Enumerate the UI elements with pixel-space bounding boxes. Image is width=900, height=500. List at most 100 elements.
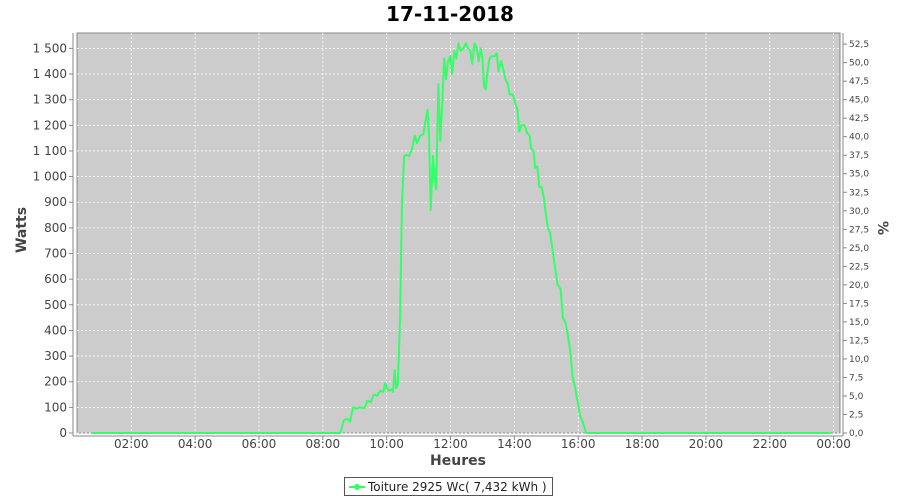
y-tick-label: 1 300 — [33, 93, 67, 107]
data-point — [571, 375, 574, 378]
data-point — [467, 47, 469, 49]
data-point — [397, 383, 399, 385]
data-point — [497, 70, 500, 73]
legend: Toiture 2925 Wc( 7,432 kWh ) — [344, 477, 553, 496]
data-point — [554, 268, 556, 270]
y-tick-label: 1 100 — [33, 144, 67, 158]
data-point — [443, 58, 445, 60]
data-point — [523, 124, 526, 126]
x-tick-label: 10:00 — [369, 437, 404, 451]
data-point — [352, 406, 354, 408]
data-point — [465, 42, 467, 44]
data-point — [562, 317, 564, 319]
legend-series-name: Toiture 2925 Wc( 7,432 kWh ) — [368, 479, 547, 494]
data-point — [547, 227, 549, 229]
y2-tick-label: 35,0 — [849, 170, 869, 180]
data-point — [194, 432, 196, 434]
y2-tick-label: 52,5 — [849, 40, 869, 50]
data-point — [585, 432, 587, 434]
y2-tick-label: 12,5 — [849, 336, 869, 346]
data-point — [574, 386, 576, 388]
tick-labels: 0 100 200 300 400 500 600 700 800 900 1 000 1 100 1 … — [33, 40, 870, 451]
data-point — [543, 196, 545, 198]
data-point — [392, 391, 394, 393]
data-point — [536, 165, 538, 167]
x-tick-label: 14:00 — [497, 437, 532, 451]
y-axis-label: Watts — [14, 207, 30, 253]
data-point — [428, 137, 430, 139]
data-point — [453, 50, 455, 52]
data-point — [425, 119, 427, 121]
data-point — [405, 154, 408, 156]
data-point — [358, 406, 361, 408]
data-point — [538, 186, 540, 188]
y-tick-label: 600 — [44, 272, 67, 286]
data-point — [395, 387, 397, 389]
y2-tick-label: 22,5 — [849, 262, 869, 272]
x-tick-label: 16:00 — [561, 437, 596, 451]
y2-tick-label: 32,5 — [849, 188, 869, 198]
y2-tick-label: 45,0 — [849, 96, 869, 106]
data-point — [408, 155, 410, 157]
data-point — [411, 147, 413, 149]
data-point — [476, 47, 478, 49]
data-point — [609, 432, 611, 434]
data-point — [516, 109, 519, 111]
chart-title: 17-11-2018 — [386, 2, 514, 26]
data-point — [504, 78, 507, 80]
data-point — [534, 167, 536, 169]
data-point — [569, 350, 571, 352]
y2-tick-label: 5,0 — [849, 392, 864, 402]
data-point — [384, 382, 386, 384]
data-point — [399, 317, 401, 319]
y2-tick-label: 10,0 — [849, 355, 869, 365]
y2-tick-label: 0,0 — [849, 429, 864, 439]
data-point — [349, 420, 351, 423]
y2-tick-label: 17,5 — [849, 299, 869, 309]
y-tick-label: 800 — [44, 221, 67, 235]
y2-tick-label: 15,0 — [849, 318, 869, 328]
data-point — [705, 432, 707, 434]
data-point — [582, 422, 584, 424]
data-point — [447, 60, 449, 62]
data-point — [426, 109, 429, 111]
data-point — [370, 401, 372, 403]
data-point — [469, 50, 471, 52]
data-point — [540, 186, 543, 188]
data-point — [567, 334, 569, 337]
data-point — [530, 147, 532, 149]
data-point — [564, 322, 567, 324]
data-point — [414, 134, 416, 137]
data-point — [549, 232, 551, 234]
data-point — [496, 52, 498, 55]
data-point — [457, 42, 460, 44]
data-point — [483, 86, 485, 88]
data-point — [394, 369, 396, 371]
y2-tick-label: 20,0 — [849, 281, 869, 291]
x-tick-label: 04:00 — [178, 437, 213, 451]
y-tick-label: 500 — [44, 298, 67, 312]
data-point — [422, 133, 424, 135]
data-point — [382, 391, 385, 393]
y-tick-label: 1 200 — [33, 118, 67, 132]
data-point — [433, 175, 436, 178]
data-point — [473, 42, 476, 44]
data-point — [532, 150, 535, 152]
y-tick-label: 700 — [44, 247, 67, 261]
y2-tick-label: 27,5 — [849, 225, 869, 235]
y-tick-label: 100 — [44, 400, 67, 414]
data-point — [560, 288, 562, 291]
y2-tick-label: 25,0 — [849, 244, 869, 254]
y-tick-label: 400 — [44, 323, 67, 337]
data-point — [455, 58, 457, 60]
y-tick-label: 200 — [44, 375, 67, 389]
y2-tick-label: 2,5 — [849, 410, 863, 420]
data-point — [491, 55, 493, 57]
data-point — [90, 432, 92, 434]
data-point — [322, 432, 324, 434]
x-tick-label: 02:00 — [114, 437, 149, 451]
data-point — [485, 88, 487, 91]
data-point — [373, 393, 375, 396]
data-point — [462, 47, 464, 49]
